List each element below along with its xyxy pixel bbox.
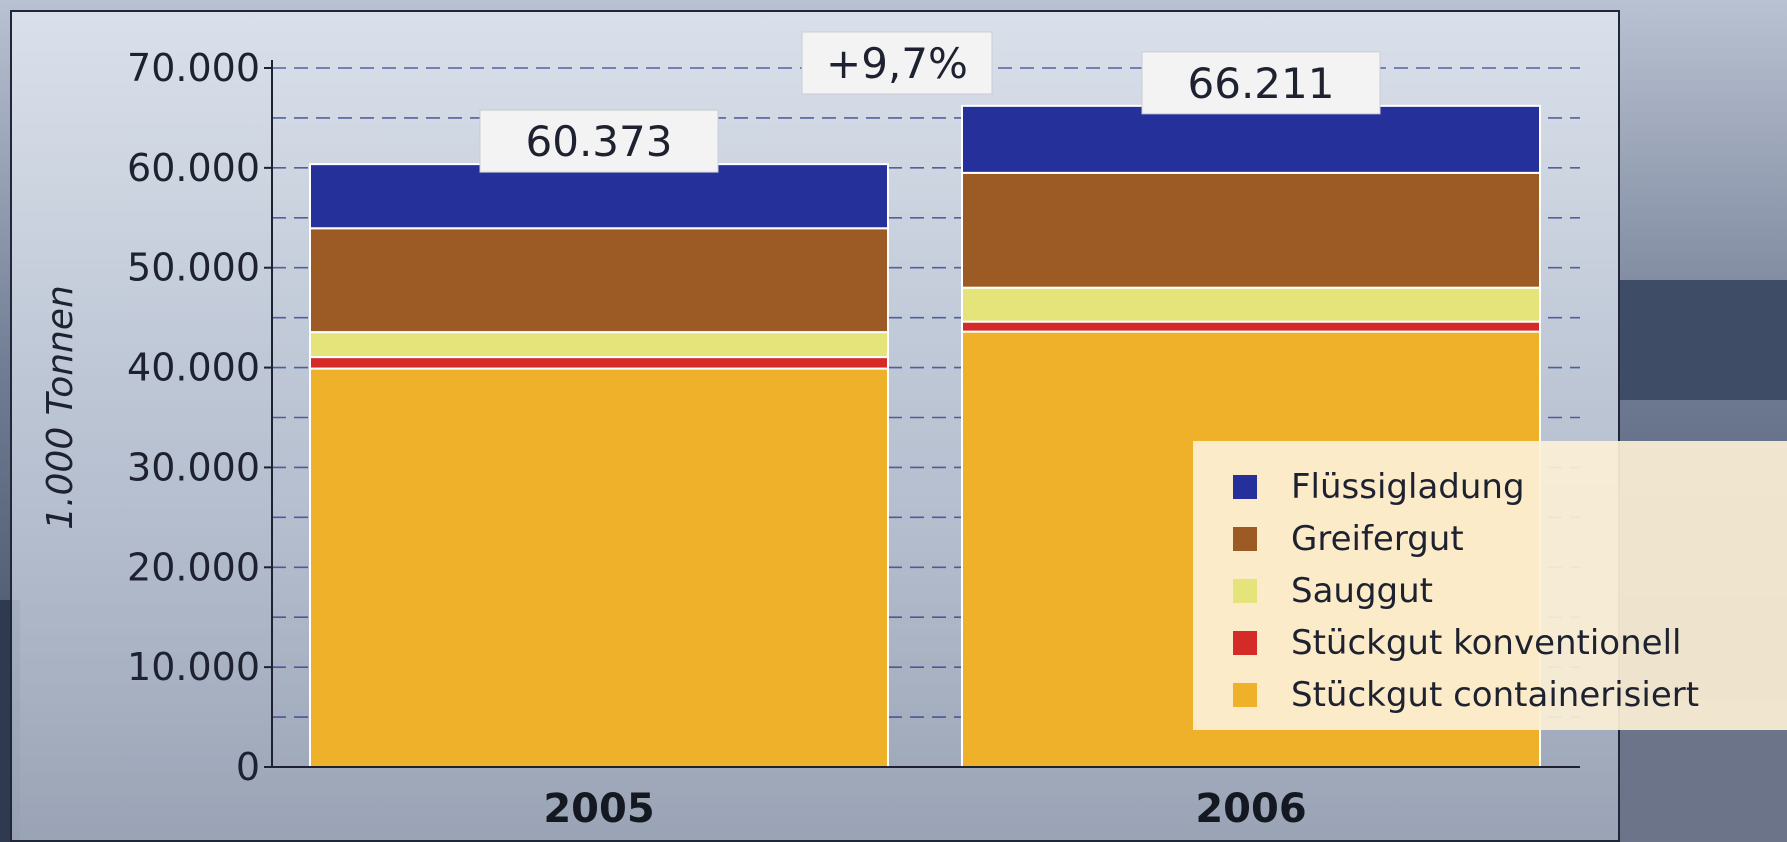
bar-segment bbox=[309, 367, 889, 768]
total-label: 60.373 bbox=[526, 117, 673, 166]
y-tick-label: 0 bbox=[236, 745, 260, 789]
legend-swatch bbox=[1233, 527, 1257, 551]
legend-item-sauggut: Sauggut bbox=[1233, 565, 1787, 617]
total-label-box bbox=[479, 109, 719, 173]
legend-item-stueckgut-konventionell: Stückgut konventionell bbox=[1233, 617, 1787, 669]
legend-swatch bbox=[1233, 631, 1257, 655]
legend-label: Stückgut konventionell bbox=[1291, 623, 1682, 663]
legend-swatch bbox=[1233, 579, 1257, 603]
y-tick-label: 70.000 bbox=[127, 46, 260, 90]
bar-segment bbox=[961, 286, 1541, 323]
legend-label: Sauggut bbox=[1291, 571, 1434, 611]
legend-item-fluessigladung: Flüssigladung bbox=[1233, 461, 1787, 513]
y-tick-label: 50.000 bbox=[127, 246, 260, 290]
bar-segment bbox=[961, 320, 1541, 333]
legend-label: Greifergut bbox=[1291, 519, 1464, 559]
legend-item-greifergut: Greifergut bbox=[1233, 513, 1787, 565]
change-label: +9,7% bbox=[826, 39, 968, 88]
total-label: 66.211 bbox=[1188, 59, 1335, 108]
legend-label: Flüssigladung bbox=[1291, 467, 1525, 507]
legend: Flüssigladung Greifergut Sauggut Stückgu… bbox=[1193, 441, 1787, 730]
legend-swatch bbox=[1233, 683, 1257, 707]
legend-item-stueckgut-containerisiert: Stückgut containerisiert bbox=[1233, 669, 1787, 721]
y-tick-label: 60.000 bbox=[127, 146, 260, 190]
y-tick-label: 40.000 bbox=[127, 346, 260, 390]
x-tick-label: 2005 bbox=[543, 786, 654, 832]
y-axis-label: 1.000 Tonnen bbox=[40, 285, 81, 530]
change-label-box bbox=[801, 31, 993, 95]
bar-segment bbox=[309, 163, 889, 230]
y-tick-label: 30.000 bbox=[127, 445, 260, 489]
total-label-box bbox=[1141, 51, 1381, 115]
bar-segment bbox=[961, 104, 1541, 174]
y-tick-label: 20.000 bbox=[127, 545, 260, 589]
y-tick-label: 10.000 bbox=[127, 645, 260, 689]
legend-swatch bbox=[1233, 475, 1257, 499]
bar-segment bbox=[309, 356, 889, 370]
bar-segment bbox=[309, 227, 889, 334]
x-tick-label: 2006 bbox=[1195, 786, 1306, 832]
bar-segment bbox=[961, 171, 1541, 289]
bar-segment bbox=[309, 331, 889, 359]
legend-label: Stückgut containerisiert bbox=[1291, 675, 1700, 715]
